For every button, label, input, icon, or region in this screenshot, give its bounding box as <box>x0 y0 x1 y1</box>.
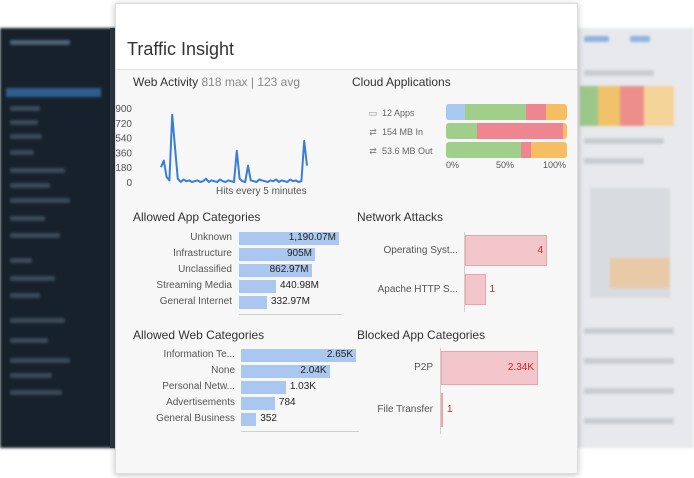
cloud-apps-label: 53.6 MB Out <box>382 146 433 156</box>
category-label: None <box>211 365 235 376</box>
category-value: 1.03K <box>289 381 316 392</box>
cloud-apps-segment[interactable] <box>521 142 531 158</box>
cloud-apps-segment[interactable] <box>465 104 526 120</box>
network-attacks-title: Network Attacks <box>357 210 444 224</box>
category-label: Operating Syst... <box>383 244 458 256</box>
web-activity-separator: | <box>250 75 254 89</box>
background-content <box>570 28 694 448</box>
cloud-apps-label: 154 MB In <box>382 127 424 137</box>
allowed-app-categories-title: Allowed App Categories <box>133 210 261 224</box>
cloud-apps-row-in: ⇄ 154 MB In <box>368 127 423 138</box>
category-value: 440.98M <box>280 280 319 291</box>
apps-icon: ▭ <box>368 108 378 118</box>
web-activity-x-label: Hits every 5 minutes <box>216 186 307 197</box>
category-value: 1 <box>489 283 496 295</box>
category-bar[interactable] <box>239 264 312 277</box>
category-label: P2P <box>414 362 433 373</box>
y-tick-label: 900 <box>115 104 132 115</box>
web-activity-avg: 123 avg <box>257 75 301 89</box>
chart-axis <box>464 232 465 312</box>
category-value: 2.65K <box>326 349 353 360</box>
category-label: Infrastructure <box>173 248 232 259</box>
category-bar[interactable] <box>241 397 275 410</box>
cloud-apps-bar-out[interactable] <box>446 142 567 158</box>
cloud-apps-axis-100: 100% <box>543 160 567 170</box>
category-bar[interactable] <box>239 280 276 293</box>
category-bar[interactable] <box>465 274 486 305</box>
y-tick-label: 720 <box>115 119 132 130</box>
category-bar[interactable] <box>239 232 339 245</box>
cloud-apps-segment[interactable] <box>525 104 547 120</box>
cloud-apps-segment[interactable] <box>546 104 567 120</box>
cloud-apps-bar-in[interactable] <box>446 123 567 139</box>
cloud-apps-axis-50: 50% <box>496 160 515 170</box>
cloud-apps-segment[interactable] <box>446 104 466 120</box>
category-value: 352 <box>260 413 277 424</box>
web-activity-max: 818 max <box>201 75 248 89</box>
category-value: 905M <box>286 248 312 259</box>
category-value: 1,190.07M <box>288 232 336 243</box>
transfer-icon: ⇄ <box>369 127 377 137</box>
web-activity-label: Web Activity <box>133 75 199 89</box>
blocked-app-categories-title: Blocked App Categories <box>357 328 486 342</box>
cloud-applications-title: Cloud Applications <box>352 75 451 89</box>
transfer-icon: ⇄ <box>369 146 377 156</box>
cloud-apps-row-out: ⇄ 53.6 MB Out <box>368 146 433 157</box>
category-label: Unclassified <box>178 264 232 275</box>
category-bar[interactable] <box>241 365 330 378</box>
category-value: 4 <box>537 244 543 256</box>
web-activity-series-line[interactable] <box>160 113 308 183</box>
category-value: 1 <box>447 404 453 415</box>
category-bar[interactable] <box>441 351 538 385</box>
category-label: File Transfer <box>377 404 433 415</box>
cloud-apps-segment[interactable] <box>563 123 567 139</box>
category-label: Personal Netw... <box>162 381 235 392</box>
category-label: Apache HTTP S... <box>377 283 458 295</box>
category-value: 332.97M <box>271 296 310 307</box>
category-label: Unknown <box>190 232 232 243</box>
category-bar[interactable] <box>465 235 547 266</box>
cloud-apps-segment[interactable] <box>530 142 567 158</box>
y-tick-label: 0 <box>126 178 132 189</box>
web-activity-chart: 900 720 540 360 180 0 <box>115 104 308 189</box>
chart-axis <box>440 348 441 434</box>
y-tick-label: 360 <box>115 148 132 159</box>
category-label: General Business <box>156 413 235 424</box>
background-sidebar <box>0 28 118 448</box>
chart-axis <box>239 314 342 315</box>
cloud-apps-segment[interactable] <box>477 123 564 139</box>
cloud-apps-row-apps: ▭ 12 Apps <box>368 108 415 119</box>
category-label: Streaming Media <box>156 280 232 291</box>
category-label: General Internet <box>159 296 232 307</box>
category-label: Information Te... <box>163 349 235 360</box>
card-header: Traffic Insight <box>116 4 577 70</box>
category-bar[interactable] <box>441 393 443 427</box>
cloud-apps-segment[interactable] <box>446 123 478 139</box>
category-bar[interactable] <box>241 349 356 362</box>
category-bar[interactable] <box>239 296 267 309</box>
category-value: 784 <box>278 397 296 408</box>
y-tick-label: 180 <box>115 163 132 174</box>
category-value: 2.04K <box>300 365 327 376</box>
category-bar[interactable] <box>241 381 286 394</box>
cloud-apps-label: 12 Apps <box>382 108 415 118</box>
card-title: Traffic Insight <box>127 39 235 59</box>
cloud-apps-segment[interactable] <box>446 142 522 158</box>
chart-axis <box>241 431 359 432</box>
category-bar[interactable] <box>239 248 315 261</box>
category-value: 862.97M <box>269 264 309 275</box>
category-bar[interactable] <box>241 413 257 426</box>
category-value: 2.34K <box>507 362 534 373</box>
cloud-apps-bar-apps[interactable] <box>446 104 567 120</box>
y-tick-label: 540 <box>115 134 132 145</box>
allowed-web-categories-title: Allowed Web Categories <box>133 328 265 342</box>
category-label: Advertisements <box>166 397 235 408</box>
web-activity-title: Web Activity 818 max | 123 avg <box>133 75 300 89</box>
cloud-apps-axis-0: 0% <box>446 160 460 170</box>
